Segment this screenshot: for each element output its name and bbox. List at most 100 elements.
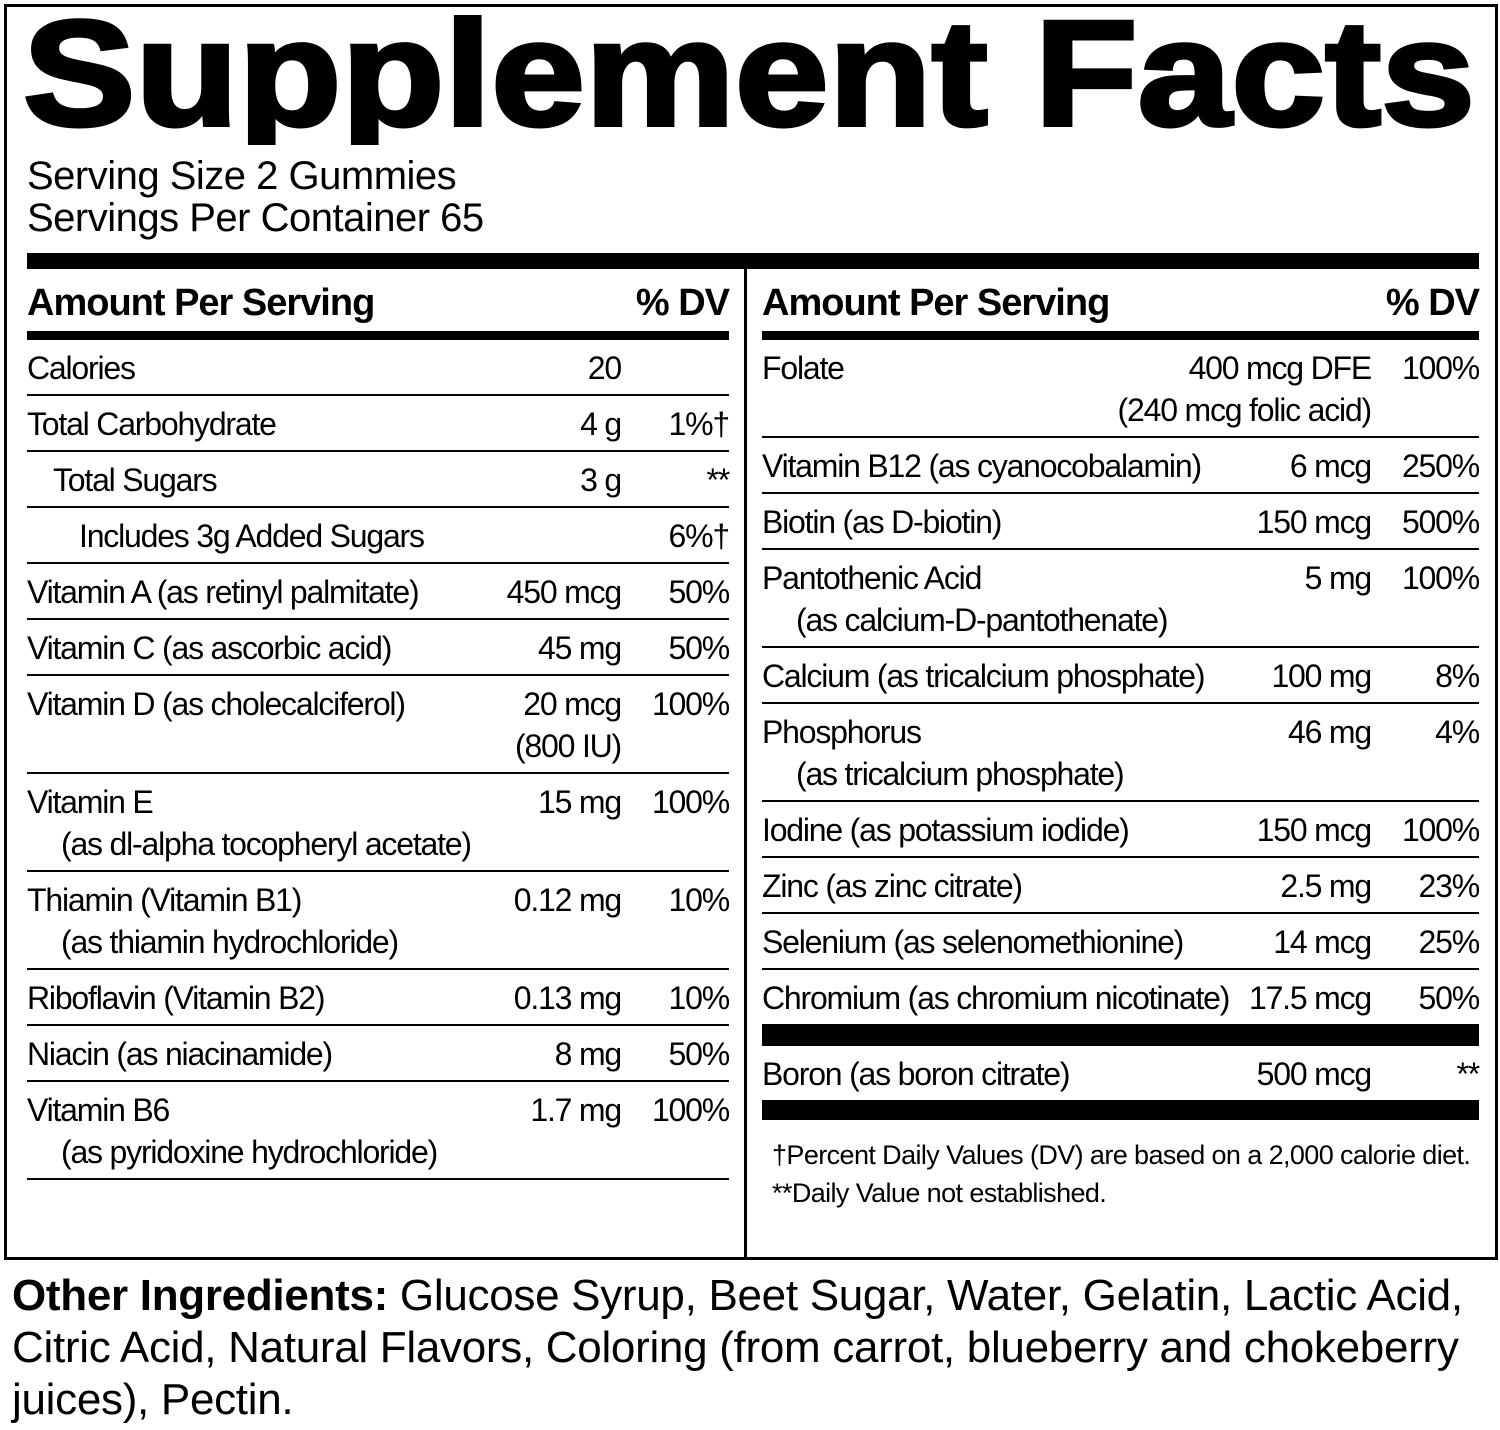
dv-cell: 25%: [1371, 921, 1481, 963]
amount: 4 g: [580, 406, 622, 442]
nutrient-name: Boron (as boron citrate): [762, 1056, 1071, 1092]
amount: 100 mg: [1271, 658, 1372, 694]
nutrient-row: Total Sugars 3 g **: [27, 452, 730, 508]
nutrient-name: Total Sugars: [53, 462, 218, 498]
amount-cell: 400 mcg DFE (240 mcg folic acid): [1118, 347, 1373, 431]
nutrient-cell: Total Sugars: [27, 459, 580, 501]
dv-cell: 6%†: [621, 515, 731, 557]
nutrient-cell: Vitamin D (as cholecalciferol): [27, 683, 515, 767]
nutrient-name: Thiamin (Vitamin B1): [27, 882, 302, 918]
amount: 500 mcg: [1256, 1056, 1373, 1092]
amount-cell: 46 mg: [1288, 711, 1372, 795]
nutrient-source: (as thiamin hydrochloride): [61, 924, 399, 960]
servings-per-container: Servings Per Container 65: [27, 196, 484, 240]
nutrient-name: Folate: [762, 350, 845, 386]
nutrient-row: Vitamin C (as ascorbic acid) 45 mg 50%: [27, 620, 730, 676]
title-svg: Supplement Facts: [21, 15, 1477, 145]
footnote: †Percent Daily Values (DV) are based on …: [772, 1140, 1471, 1170]
nutrient-row: Riboflavin (Vitamin B2) 0.13 mg 10%: [27, 970, 731, 1026]
header-amount: Amount Per Serving: [762, 282, 1110, 324]
daily-value: 50%: [668, 574, 731, 610]
nutrient-cell: Niacin (as niacinamide): [27, 1033, 555, 1075]
nutrient-row: Iodine (as potassium iodide) 150 mcg 100%: [762, 802, 1480, 858]
nutrient-row: Vitamin B6 (as pyridoxine hydrochloride) 1…: [27, 1082, 730, 1180]
nutrient-cell: Calories: [27, 347, 588, 389]
nutrient-name: Pantothenic Acid: [762, 560, 982, 596]
header-amount: Amount Per Serving: [27, 282, 375, 324]
nutrient-row: Zinc (as zinc citrate) 2.5 mg 23%: [762, 858, 1481, 914]
dv-cell: 500%: [1371, 501, 1480, 543]
daily-value: **: [1456, 1056, 1480, 1092]
amount: 46 mg: [1288, 714, 1372, 750]
amount: 0.13 mg: [513, 980, 622, 1016]
nutrient-cell: Riboflavin (Vitamin B2): [27, 977, 514, 1019]
footnote: **Daily Value not established.: [772, 1178, 1107, 1208]
dv-cell: 100%: [621, 1089, 730, 1173]
amount: 14 mcg: [1273, 924, 1372, 960]
nutrient-cell: Vitamin C (as ascorbic acid): [27, 627, 538, 669]
amount-cell: 45 mg: [538, 627, 622, 669]
dv-cell: 50%: [621, 571, 731, 613]
amount: 1.7 mg: [530, 1092, 622, 1128]
amount: 45 mg: [538, 630, 622, 666]
nutrient-name: Includes 3g Added Sugars: [79, 518, 425, 554]
nutrient-row: Niacin (as niacinamide) 8 mg 50%: [27, 1026, 730, 1082]
daily-value: 100%: [651, 784, 730, 820]
nutrient-row: Folate 400 mcg DFE (240 mcg folic acid) 100…: [762, 340, 1480, 438]
amount: 17.5 mcg: [1248, 980, 1372, 1016]
nutrient-name: Chromium (as chromium nicotinate): [762, 980, 1230, 1016]
facts-panel: Supplement Facts Serving Size 2 Gummies …: [4, 4, 1498, 1260]
header-dv: % DV: [635, 282, 730, 324]
nutrient-row: Biotin (as D-biotin) 150 mcg 500%: [762, 494, 1480, 550]
nutrient-row: Vitamin B12 (as cyanocobalamin) 6 mcg 250%: [762, 438, 1480, 494]
dv-cell: 1%†: [621, 403, 731, 445]
nutrient-name: Vitamin B6: [27, 1092, 170, 1128]
nutrient-row: Thiamin (Vitamin B1) (as thiamin hydrochl…: [27, 872, 730, 970]
dv-cell: 100%: [1371, 557, 1480, 641]
nutrient-source: (as pyridoxine hydrochloride): [61, 1134, 438, 1170]
thick-rule: [27, 253, 1479, 269]
amount: 15 mg: [538, 784, 622, 820]
nutrient-row: Vitamin E (as dl-alpha tocopheryl acetate…: [27, 774, 730, 872]
nutrient-cell: Biotin (as D-biotin): [762, 501, 1257, 543]
nutrient-row: Total Carbohydrate 4 g 1%†: [27, 396, 731, 452]
amount-cell: 4 g: [580, 403, 622, 445]
amount-cell: 450 mcg: [506, 571, 623, 613]
nutrient-cell: Vitamin B12 (as cyanocobalamin): [762, 445, 1290, 487]
daily-value: 25%: [1418, 924, 1481, 960]
nutrient-source: (as tricalcium phosphate): [796, 756, 1125, 792]
nutrient-source: (as dl-alpha tocopheryl acetate): [61, 826, 472, 862]
amount-cell: 0.13 mg: [513, 977, 622, 1019]
nutrient-name: Riboflavin (Vitamin B2): [27, 980, 325, 1016]
dv-cell: **: [1371, 1053, 1480, 1095]
nutrient-cell: Phosphorus (as tricalcium phosphate): [762, 711, 1288, 795]
other-ingredients-label: Other Ingredients:: [12, 1271, 388, 1320]
amount-cell: 3 g: [580, 459, 622, 501]
nutrient-row: Calories 20: [27, 340, 729, 396]
amount: 0.12 mg: [513, 882, 622, 918]
daily-value: 4%: [1435, 714, 1480, 750]
amount: 450 mcg: [506, 574, 623, 610]
nutrient-name: Niacin (as niacinamide): [27, 1036, 333, 1072]
nutrient-cell: Boron (as boron citrate): [762, 1053, 1257, 1095]
nutrient-cell: Vitamin B6 (as pyridoxine hydrochloride): [27, 1089, 530, 1173]
amount-cell: 2.5 mg: [1280, 865, 1372, 907]
daily-value: 500%: [1401, 504, 1480, 540]
amount-cell: 20: [588, 347, 622, 389]
amount: 150 mcg: [1256, 504, 1373, 540]
column-divider: [744, 269, 747, 1257]
header-dv: % DV: [1385, 282, 1480, 324]
amount-cell: 1.7 mg: [530, 1089, 622, 1173]
dv-cell: 100%: [621, 683, 730, 767]
column-header: Amount Per Serving % DV: [27, 269, 730, 340]
dv-cell: 8%: [1371, 655, 1480, 697]
nutrient-row: Selenium (as selenomethionine) 14 mcg 25%: [762, 914, 1481, 970]
nutrient-cell: Folate: [762, 347, 1118, 431]
daily-value: 10%: [668, 980, 731, 1016]
dv-cell: 23%: [1371, 865, 1481, 907]
dv-cell: [621, 347, 729, 389]
amount-cell: 5 mg: [1305, 557, 1373, 641]
dv-cell: 50%: [1371, 977, 1481, 1019]
title: Supplement Facts: [23, 15, 1475, 145]
